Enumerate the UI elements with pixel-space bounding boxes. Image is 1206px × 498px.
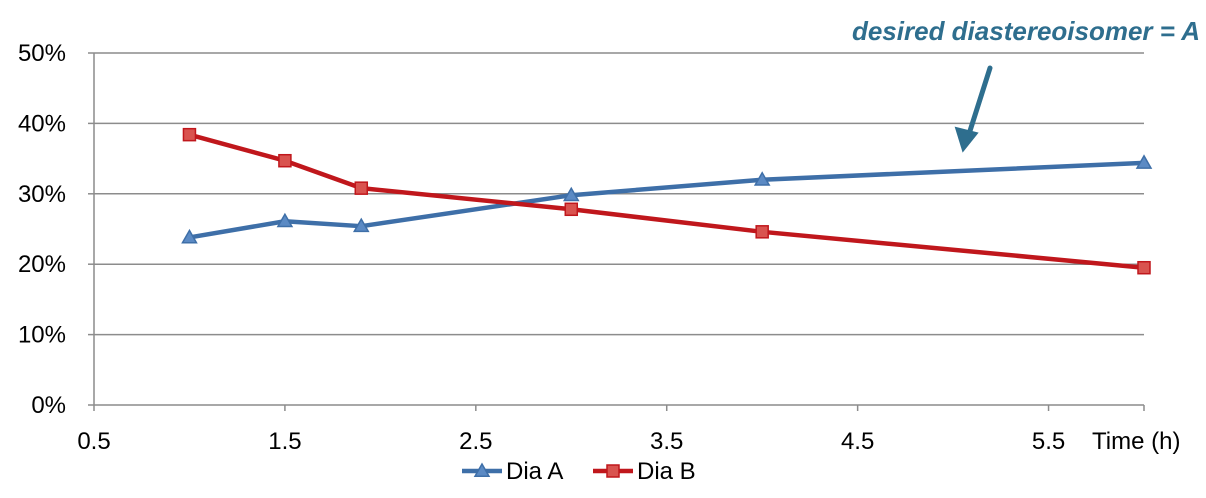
y-tick-label: 20% bbox=[18, 251, 66, 278]
series-line bbox=[187, 160, 1147, 240]
y-tick-label: 10% bbox=[18, 322, 66, 349]
data-point bbox=[1137, 260, 1151, 275]
series-dia-b bbox=[182, 127, 1151, 275]
x-tick-label: 1.5 bbox=[268, 428, 301, 455]
data-point bbox=[352, 217, 370, 233]
y-tick-label: 0% bbox=[31, 392, 66, 419]
x-tick-label: 3.5 bbox=[650, 428, 683, 455]
x-tick-label: 2.5 bbox=[459, 428, 492, 455]
data-point bbox=[753, 171, 771, 186]
series-line bbox=[187, 132, 1147, 270]
x-tick-label: 4.5 bbox=[841, 428, 874, 455]
annotation-arrow-head bbox=[954, 126, 979, 153]
data-point bbox=[278, 153, 292, 168]
annotation: desired diastereoisomer = A bbox=[852, 16, 1200, 153]
y-tick-label: 50% bbox=[18, 40, 66, 67]
series-dia-a bbox=[181, 154, 1153, 244]
x-axis-tick-labels: 0.5 1.5 2.5 3.5 4.5 5.5 bbox=[77, 428, 1065, 455]
y-tick-label: 30% bbox=[18, 181, 66, 208]
data-point bbox=[1135, 154, 1153, 169]
axes bbox=[88, 52, 1145, 411]
legend-label: Dia A bbox=[506, 458, 563, 485]
gridlines bbox=[94, 52, 1144, 336]
x-tick-label: 0.5 bbox=[77, 428, 110, 455]
y-axis-tick-labels: 0% 10% 20% 30% 40% 50% bbox=[18, 40, 66, 419]
data-point bbox=[562, 186, 580, 202]
y-tick-label: 40% bbox=[18, 110, 66, 137]
legend: Dia A Dia B bbox=[462, 458, 696, 485]
legend-marker bbox=[473, 462, 491, 477]
legend-marker bbox=[606, 464, 620, 478]
annotation-text: desired diastereoisomer = A bbox=[852, 16, 1200, 46]
data-point bbox=[181, 228, 198, 244]
data-point bbox=[276, 212, 294, 228]
data-point bbox=[564, 202, 579, 217]
data-point bbox=[755, 225, 769, 239]
legend-item-dia-a: Dia A bbox=[462, 458, 563, 485]
data-point bbox=[354, 181, 369, 195]
x-tick-label: 5.5 bbox=[1032, 428, 1065, 455]
x-axis-label: Time (h) bbox=[1092, 428, 1180, 455]
series bbox=[181, 127, 1153, 275]
legend-label: Dia B bbox=[637, 458, 696, 485]
legend-item-dia-b: Dia B bbox=[593, 458, 696, 485]
data-point bbox=[182, 127, 197, 142]
